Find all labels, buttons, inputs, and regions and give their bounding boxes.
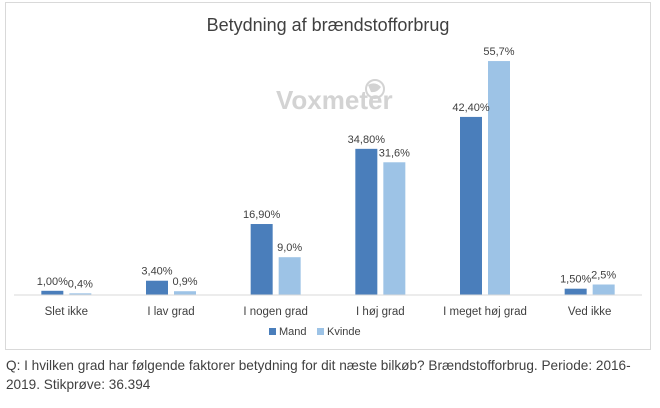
- bar-chart: Voxmeter 1,00% 0,4% 3,40%0,9% 16,90% 9,0% 34,…: [14, 46, 642, 338]
- bar-kvinde-2: [174, 291, 196, 295]
- value-labels-group: 1,00% 0,4% 3,40%0,9% 16,90% 9,0% 34,80%31,6% 4…: [37, 46, 617, 290]
- legend-label-kvinde: Kvinde: [327, 326, 361, 338]
- value-label-mand-5: 42,40%: [452, 102, 490, 114]
- bar-mand-4: [355, 148, 378, 295]
- bar-mand-5: [460, 116, 482, 295]
- chart-frame: Betydning af brændstofforbrug Voxmeter 1…: [5, 2, 651, 350]
- value-label-mand-6: 1,50%: [560, 274, 591, 286]
- legend-swatch-mand: [269, 328, 276, 335]
- category-label-6: Ved ikke: [568, 306, 611, 318]
- bar-mand-6: [564, 288, 587, 295]
- value-label-kvinde-4: 31,6%: [379, 147, 410, 159]
- category-label-3: I nogen grad: [243, 306, 308, 318]
- bar-kvinde-5: [488, 61, 510, 296]
- globe-icon: [365, 79, 385, 99]
- question-caption: Q: I hvilken grad har følgende faktorer …: [6, 358, 631, 392]
- legend-label-mand: Mand: [279, 326, 307, 338]
- bars-group: [41, 61, 615, 296]
- value-label-mand-1: 1,00%: [37, 276, 68, 288]
- bar-mand-1: [41, 290, 64, 295]
- value-label-kvinde-5: 55,7%: [483, 46, 514, 58]
- bar-mand-3: [250, 224, 273, 295]
- legend: Mand Kvinde: [269, 326, 361, 338]
- value-label-kvinde-6: 2,5%: [591, 270, 616, 282]
- value-label-mand-3: 16,90%: [243, 209, 281, 221]
- bar-kvinde-6: [592, 284, 615, 295]
- voxmeter-watermark: Voxmeter: [276, 79, 393, 115]
- value-label-mand-4: 34,80%: [348, 134, 386, 146]
- bar-mand-2: [146, 280, 168, 295]
- bar-kvinde-3: [278, 257, 301, 295]
- bar-kvinde-4: [383, 162, 406, 295]
- category-labels-group: Slet ikke I lav grad I nogen grad I høj gra…: [45, 306, 612, 318]
- value-label-kvinde-3: 9,0%: [277, 242, 302, 254]
- category-label-4: I høj grad: [356, 306, 405, 318]
- value-label-kvinde-1: 0,4%: [68, 278, 93, 290]
- bar-kvinde-1: [69, 293, 92, 295]
- globe-land-shape: [368, 83, 381, 93]
- category-label-2: I lav grad: [147, 306, 194, 318]
- category-label-5: I meget høj grad: [443, 306, 527, 318]
- chart-title: Betydning af brændstofforbrug: [206, 15, 450, 35]
- category-label-1: Slet ikke: [45, 306, 88, 318]
- value-label-kvinde-2: 0,9%: [172, 276, 197, 288]
- legend-swatch-kvinde: [317, 328, 324, 335]
- value-label-mand-2: 3,40%: [141, 266, 172, 278]
